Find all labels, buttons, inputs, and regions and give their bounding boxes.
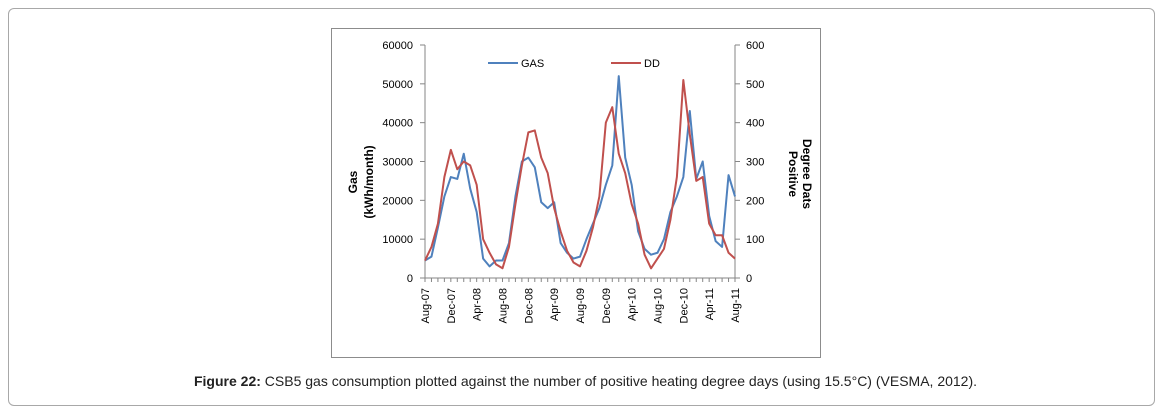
x-tick-label: Dec-10 [678,288,690,323]
left-axis-title-line1: Gas [346,170,360,193]
left-tick-label: 50000 [382,79,413,91]
legend-label-dd: DD [644,58,660,70]
right-tick-label: 100 [746,234,764,246]
x-tick-label: Apr-09 [549,288,561,321]
left-tick-label: 0 [407,273,413,285]
caption-text: CSB5 gas consumption plotted against the… [260,373,978,389]
right-axis-title-line1: Positive [786,151,800,197]
x-axis: Aug-07 Dec-07 Apr-08 Aug-08 Dec-08 Apr-09 Aug-… [420,277,742,323]
x-tick-label: Apr-10 [627,288,639,321]
figure-caption: Figure 22: CSB5 gas consumption plotted … [0,373,1171,389]
left-tick-label: 30000 [382,157,413,169]
x-tick-label: Dec-07 [446,288,458,323]
caption-label: Figure 22: [193,373,261,389]
series-line-gas [424,75,736,268]
legend: GAS DD [488,58,660,70]
left-tick-label: 20000 [382,195,413,207]
x-tick-label: Aug-09 [575,288,587,323]
right-tick-label: 0 [746,273,752,285]
right-axis-title-line2: Degree Dats [800,139,814,209]
right-tick-label: 400 [746,118,764,130]
right-axis: 0 100 200 300 400 500 600 [734,40,764,285]
left-axis: 0 10000 20000 30000 40000 50000 60000 [382,40,426,285]
right-tick-label: 500 [746,79,764,91]
x-tick-label: Apr-11 [704,288,716,320]
x-tick-label: Aug-10 [653,288,665,323]
x-tick-label: Apr-08 [472,288,484,321]
legend-label-gas: GAS [521,58,544,70]
chart: 0 10000 20000 30000 40000 50000 60000 0 100 200 3… [331,28,821,358]
left-axis-title-line2: (kWh/month) [362,145,376,218]
x-tick-label: Aug-07 [420,288,432,323]
right-tick-label: 200 [746,195,764,207]
left-tick-label: 60000 [382,40,413,52]
x-tick-label: Aug-08 [498,288,510,323]
right-tick-label: 600 [746,40,764,52]
x-tick-label: Dec-08 [523,288,535,323]
x-tick-label: Dec-09 [601,288,613,323]
left-tick-label: 10000 [382,234,413,246]
series-line-dd [424,78,736,270]
left-tick-label: 40000 [382,118,413,130]
series-layer [424,75,736,270]
right-tick-label: 300 [746,157,764,169]
x-tick-label: Aug-11 [730,288,742,323]
